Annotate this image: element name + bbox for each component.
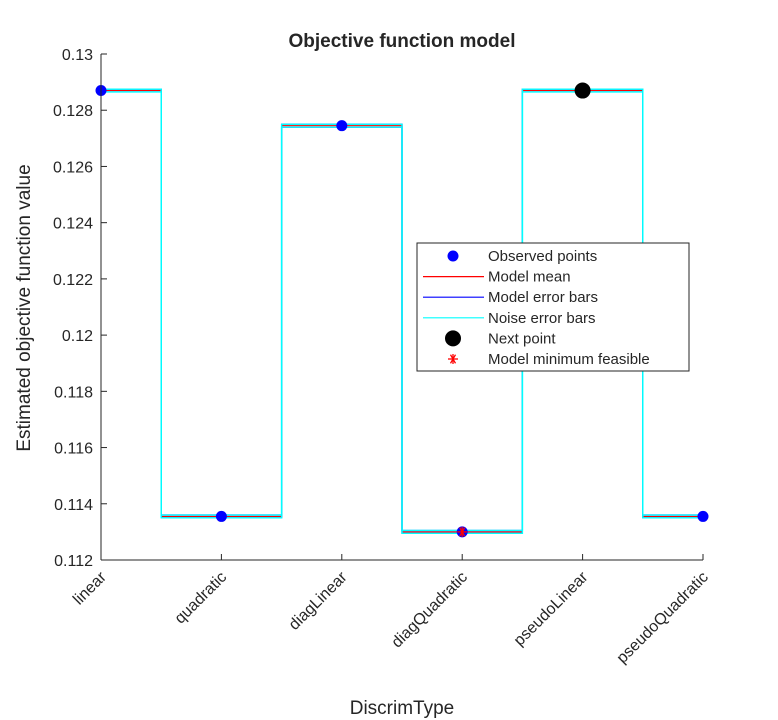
legend-next-point-symbol	[445, 330, 461, 347]
observed-point	[697, 510, 709, 522]
legend-asterisk-symbol	[448, 354, 458, 364]
x-tick-label: quadratic	[172, 569, 231, 628]
legend-entry-label: Observed points	[488, 248, 597, 265]
legend-entry-label: Model mean	[488, 269, 571, 286]
y-tick-label: 0.124	[53, 216, 93, 233]
y-tick-label: 0.126	[53, 159, 93, 176]
y-tick-label: 0.128	[53, 103, 93, 120]
observed-point	[336, 120, 348, 132]
x-tick-label: pseudoQuadratic	[614, 569, 712, 667]
legend-box	[416, 242, 690, 372]
model-minimum-feasible-point	[457, 526, 468, 537]
x-tick-label: pseudoLinear	[511, 568, 592, 649]
x-tick-label: diagLinear	[286, 568, 351, 633]
legend-entry-label: Model minimum feasible	[488, 351, 650, 368]
observed-point	[215, 510, 227, 522]
y-tick-label: 0.13	[62, 47, 93, 64]
y-tick-label: 0.118	[54, 384, 93, 401]
y-tick-label: 0.12	[62, 328, 93, 345]
chart-title: Objective function model	[289, 31, 516, 52]
noise-error-lower-line	[101, 91, 703, 534]
legend-observed-symbol	[447, 250, 459, 262]
legend-entry-label: Next point	[488, 330, 556, 347]
y-tick-label: 0.114	[54, 497, 93, 514]
y-axis-label: Estimated objective function value	[14, 164, 35, 451]
x-axis-label: DiscrimType	[350, 698, 455, 719]
x-tick-label: diagQuadratic	[389, 569, 471, 651]
legend-entry-label: Noise error bars	[488, 310, 596, 327]
next-point	[574, 82, 591, 99]
y-tick-label: 0.112	[54, 553, 93, 570]
legend-entry-label: Model error bars	[488, 289, 598, 306]
y-tick-label: 0.122	[53, 272, 93, 289]
legend: Observed points Model mean Model error bar…	[416, 242, 690, 372]
x-tick-label: linear	[70, 568, 110, 608]
y-tick-label: 0.116	[54, 441, 93, 458]
